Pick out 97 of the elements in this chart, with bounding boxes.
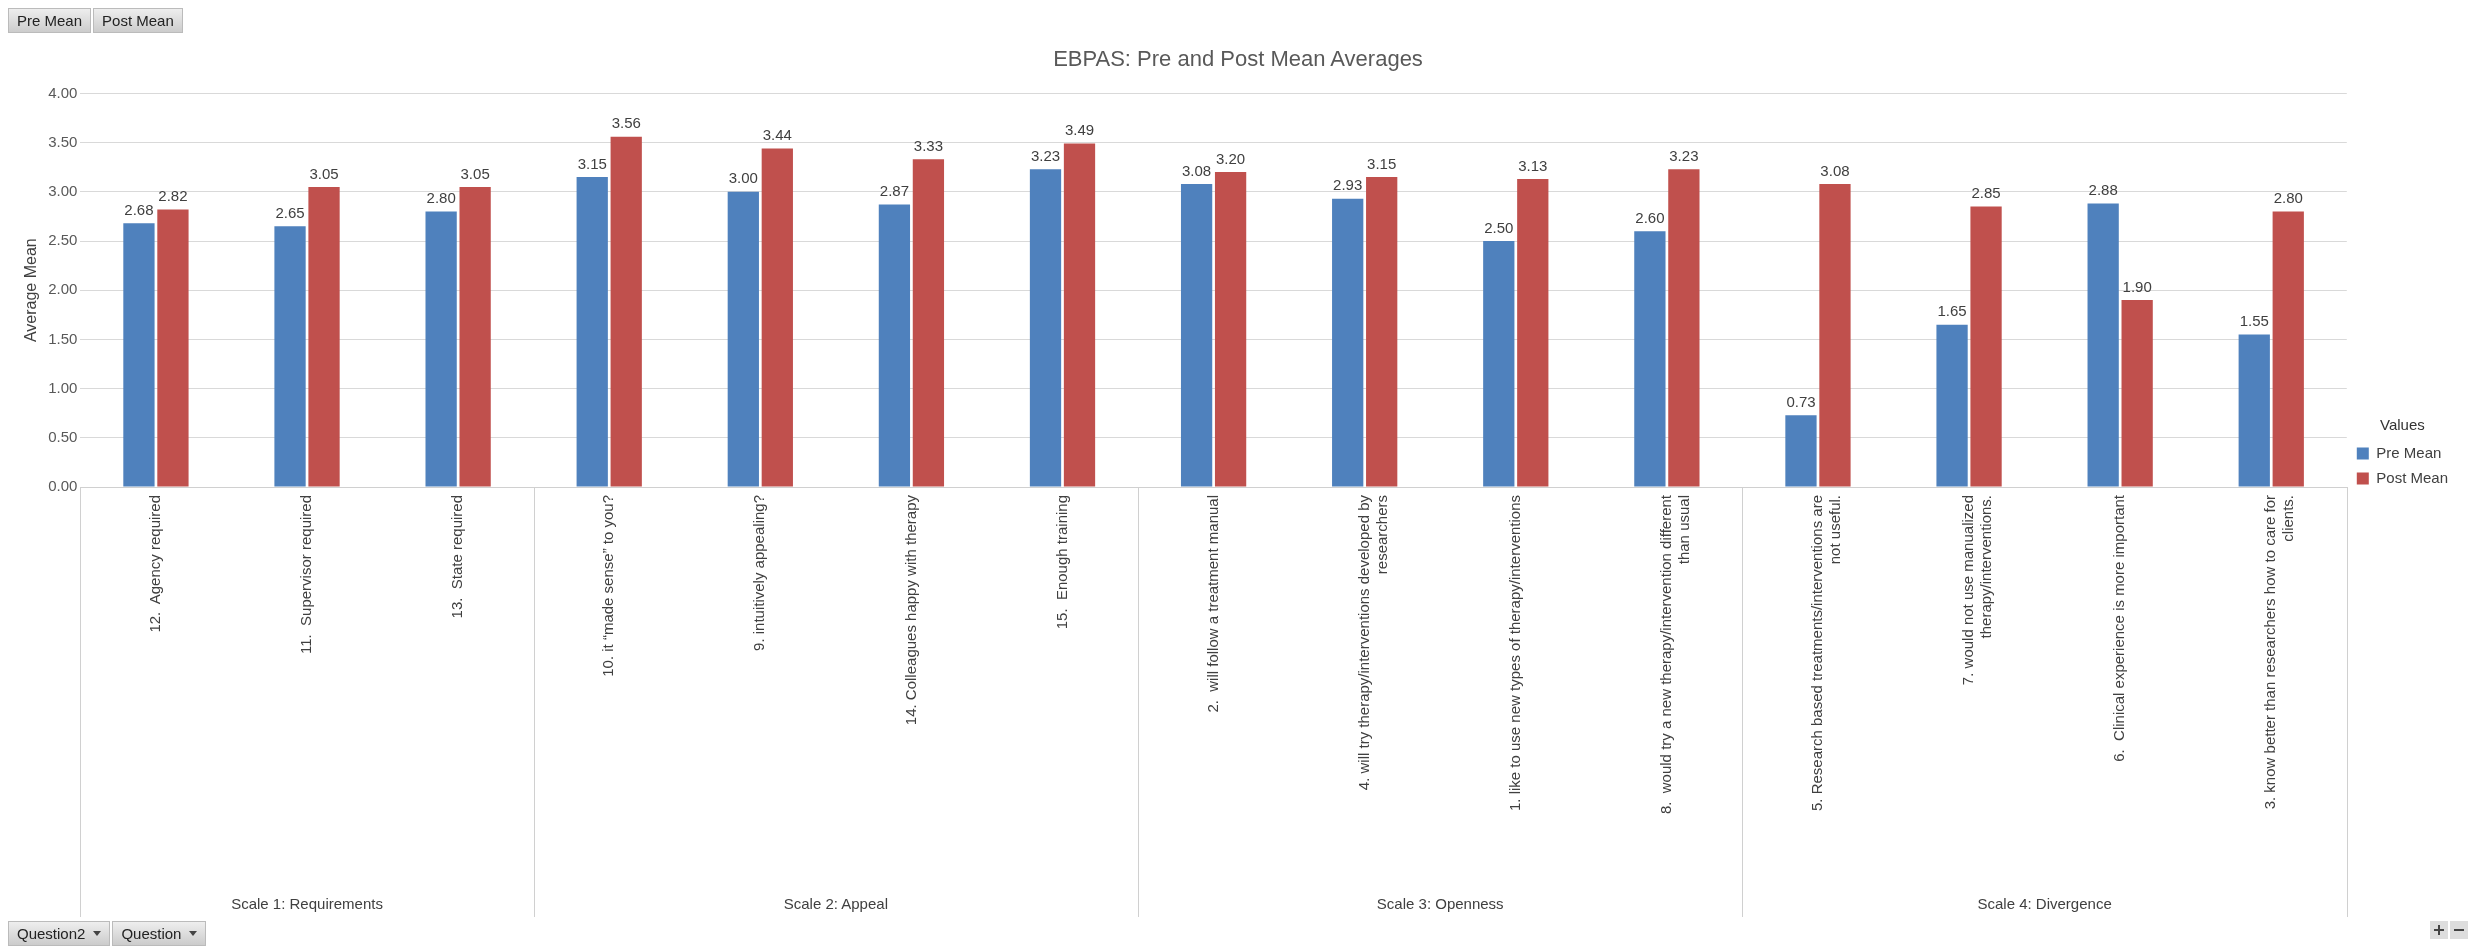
data-label: 3.15 [577,154,607,172]
data-label: 0.73 [1786,392,1816,410]
data-label: 3.08 [1820,161,1850,179]
bar [878,204,911,487]
x-tick-label: 11. Supervisor required [297,495,315,654]
x-tick-label: 15. Enough training [1052,495,1070,630]
bar [1936,324,1968,487]
legend-label: Post Mean [2376,468,2449,486]
bar [912,159,945,487]
x-tick-label: 13. State required [448,495,466,619]
bar [274,226,306,487]
bar [1063,143,1096,487]
bar [576,177,608,487]
data-label: 2.82 [158,187,188,205]
bar [1634,231,1666,487]
chart-title: EBPAS: Pre and Post Mean Averages [1053,46,1423,72]
bar [459,186,491,487]
bar [761,148,793,487]
data-label: 1.55 [2239,312,2269,330]
data-label: 3.20 [1215,149,1246,167]
bar [123,223,155,487]
x-tick-label: 7. would not use manualized therapy/interventions. [1959,495,1995,686]
x-tick-label: 9. intuitively appealing? [750,495,768,651]
bar [157,209,189,487]
data-label: 2.60 [1635,208,1665,226]
text: Question [121,925,182,942]
x-tick-label: 2. will follow a treatment manual [1203,495,1221,713]
data-label: 3.13 [1518,156,1548,174]
y-tick-label: 2.00 [48,280,78,298]
bar [1366,177,1398,487]
data-label: 3.23 [1669,146,1699,164]
y-tick-label: 2.50 [48,231,78,249]
x-tick-label: 8. would try a new therapy/intervention different than usual [1657,494,1693,815]
bar [1180,183,1213,487]
text: Post Mean [102,12,174,29]
x-tick-label: 6. Clinical experience is more important [2110,494,2128,762]
data-label: 2.93 [1333,176,1363,194]
data-label: 2.80 [426,189,456,207]
text: Scale 3: Openness [1376,895,1504,913]
bar [1332,198,1364,487]
x-tick-label: 14. Colleagues happy with therapy [901,494,919,726]
text: Pre Mean [17,12,83,29]
y-axis-title: Average Mean [22,238,40,343]
y-tick-label: 1.00 [48,378,78,396]
bar [727,191,759,487]
bar [2238,334,2270,487]
bar [1029,169,1062,487]
data-label: 2.65 [275,203,305,221]
data-label: 3.44 [762,126,792,144]
bar [1970,206,2002,487]
bar [1819,183,1851,487]
bar [308,186,340,487]
bar [1214,172,1247,487]
bar [2272,211,2304,487]
x-tick-label: 4. will try therapy/interventions developed by researchers [1354,494,1390,791]
x-tick-label: 3. know better than researchers how to care for clients. [2261,495,2297,810]
bar [610,136,642,487]
bar [1668,169,1700,487]
y-tick-label: 1.50 [48,329,78,347]
text: Scale 4: Divergence [1977,895,2112,913]
y-tick-label: 0.00 [48,477,78,495]
data-label: 3.15 [1367,154,1397,172]
y-tick-label: 4.00 [48,83,78,101]
x-tick-label: 10. it “made sense” to you? [599,495,617,677]
bar [2121,300,2153,487]
data-label: 2.85 [1971,184,2001,202]
bar [1517,179,1549,487]
legend-label: Pre Mean [2376,443,2442,461]
data-label: 3.00 [728,169,758,187]
data-label: 2.88 [2088,181,2118,199]
data-label: 3.08 [1182,161,1212,179]
data-label: 2.50 [1484,218,1514,236]
x-tick-label: 5. Research based treatments/interventions are not useful. [1808,495,1844,812]
y-tick-label: 3.50 [48,132,78,150]
text: Question2 [17,925,86,942]
data-label: 2.80 [2273,189,2303,207]
legend-title: Values [2380,415,2425,433]
bar [425,211,457,487]
text: Scale 1: Requirements [231,895,383,913]
data-label: 1.65 [1937,302,1967,320]
bar [2087,203,2119,487]
data-label: 1.90 [2122,277,2152,295]
y-tick-label: 3.00 [48,181,78,199]
data-label: 3.23 [1030,146,1061,164]
data-label: 3.56 [611,114,641,132]
data-label: 2.68 [124,200,154,218]
data-label: 3.05 [460,164,490,182]
text: Scale 2: Appeal [783,895,888,913]
y-tick-label: 0.50 [48,427,78,445]
bar [1785,415,1817,487]
data-label: 3.33 [913,136,944,154]
data-label: 3.49 [1064,121,1095,139]
x-tick-label: 1. like to use new types of therapy/interventions [1505,495,1523,812]
x-tick-label: 12. Agency required [146,495,164,633]
data-label: 3.05 [309,164,339,182]
bar [1483,241,1515,487]
data-label: 2.87 [879,182,910,200]
